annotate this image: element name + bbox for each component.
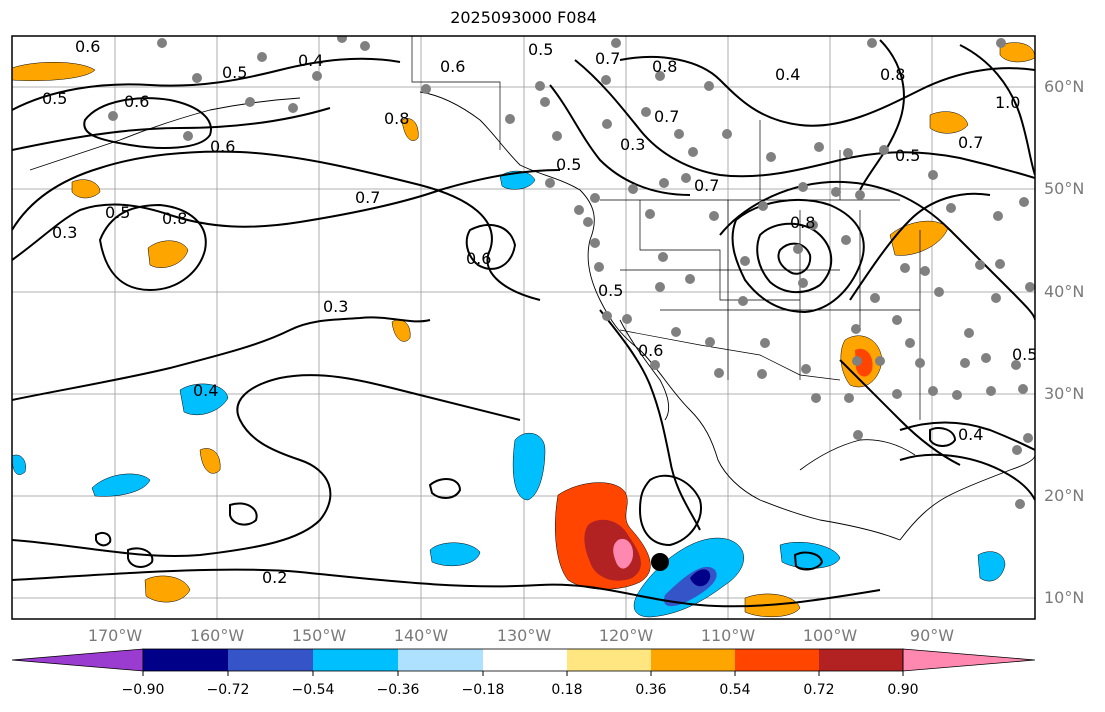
lon-label: 140°W [393,626,449,645]
negative-anomaly-west-edge [12,454,26,475]
positive-anomaly-north-pacific [147,240,189,268]
colorbar-high-extension [902,648,1036,672]
positive-anomaly-hawaii-east [199,448,221,474]
contour-label: 0.7 [595,49,620,68]
lat-label: 60°N [1044,77,1085,96]
lon-label: 130°W [496,626,552,645]
contour-label: 0.4 [958,425,983,444]
colorbar-tick-label: 0.18 [551,682,583,698]
contour-label: 0.5 [895,146,920,165]
contour-labels: 0.6 0.5 0.6 0.4 0.5 0.6 0.8 0.5 0.6 0.3 … [42,37,1037,587]
map-frame [12,36,1035,619]
colorbar-low-extension [11,648,144,672]
positive-anomaly-aleutian [71,179,101,199]
colorbar-segment [567,649,651,671]
contour-label: 0.8 [880,65,905,84]
negative-anomaly-peak [690,569,711,587]
negative-anomaly-hawaii [91,473,151,497]
contour-label: 0.6 [75,37,100,56]
contour-label: 0.3 [620,135,645,154]
contour-label: 0.7 [654,107,679,126]
contour-label: 0.6 [466,249,491,268]
contour-label: 0.6 [440,57,465,76]
negative-anomaly-sw [429,542,481,567]
lat-label: 30°N [1044,384,1085,403]
lon-label: 90°W [909,626,955,645]
storm-center-marker [651,553,669,571]
contour-label: 0.6 [124,92,149,111]
lon-label: 160°W [189,626,245,645]
colorbar-tick-label: −0.54 [291,682,335,698]
colorbar-tick-label: −0.90 [121,682,165,698]
lat-label: 10°N [1044,588,1085,607]
colorbar-segment [651,649,735,671]
contour-label: 0.4 [193,381,218,400]
colorbar-tick-label: −0.36 [376,682,420,698]
colorbar [11,648,1036,676]
positive-anomaly-texas-core [855,348,873,377]
contour-label: 0.8 [384,109,409,128]
colorbar-segment [735,649,819,671]
contour-label: 0.8 [652,57,677,76]
contour-label: 0.4 [298,51,323,70]
contour-label: 0.5 [556,155,581,174]
contour-label: 0.8 [162,209,187,228]
lon-label: 150°W [291,626,347,645]
map-border [11,35,1036,620]
contour-label: 0.3 [52,223,77,242]
contour-label: 0.3 [323,297,348,316]
negative-anomaly-gulf [179,383,229,416]
contour-label: 0.5 [528,40,553,59]
lat-label: 40°N [1044,282,1085,301]
colorbar-tick-label: 0.72 [803,682,835,698]
colorbar-segment [819,649,903,671]
negative-anomaly-bc [499,170,536,190]
contour-label: 0.6 [638,341,663,360]
positive-anomaly-peak [613,538,634,569]
colorbar-tick-label: 0.90 [887,682,919,698]
positive-anomaly-sw-pacific [144,575,191,603]
contour-label: 0.4 [775,65,800,84]
contour-label: 0.7 [958,133,983,152]
contour-label: 0.7 [355,188,380,207]
lon-label: 120°W [598,626,654,645]
contour-label: 0.5 [598,281,623,300]
contour-label: 1.0 [995,93,1020,112]
map-title: 2025093000 F084 [450,8,597,27]
contour-lines [12,39,1035,608]
lon-label: 100°W [802,626,858,645]
colorbar-segment [398,649,483,671]
lat-label: 20°N [1044,486,1085,505]
colorbar-segment [143,649,228,671]
colorbar-tick-label: −0.18 [461,682,505,698]
contour-label: 0.7 [694,176,719,195]
contour-label: 0.5 [42,89,67,108]
shaded-anomalies [12,42,1035,618]
station-dots [108,36,1035,509]
colorbar-segment [313,649,398,671]
colorbar-tick-label: −0.72 [206,682,250,698]
positive-anomaly-bc-coast [401,118,419,141]
lat-label: 50°N [1044,179,1085,198]
positive-anomaly-gulf-alaska [12,62,96,81]
lon-label: 110°W [700,626,756,645]
positive-anomaly-hudson [929,111,969,134]
contour-label: 0.5 [105,203,130,222]
colorbar-tick-label: 0.36 [635,682,667,698]
colorbar-segment [483,649,567,671]
contour-label: 0.5 [222,63,247,82]
contour-label: 0.2 [262,568,287,587]
negative-anomaly-far-east [977,551,1006,582]
colorbar-border [142,648,904,672]
lon-label: 170°W [87,626,143,645]
contour-label: 0.5 [1012,345,1037,364]
contour-label: 0.6 [210,137,235,156]
negative-anomaly-west [512,432,546,501]
colorbar-tick-label: 0.54 [719,682,751,698]
colorbar-segment [228,649,313,671]
contour-label: 0.8 [790,213,815,232]
coastlines [29,91,1035,541]
